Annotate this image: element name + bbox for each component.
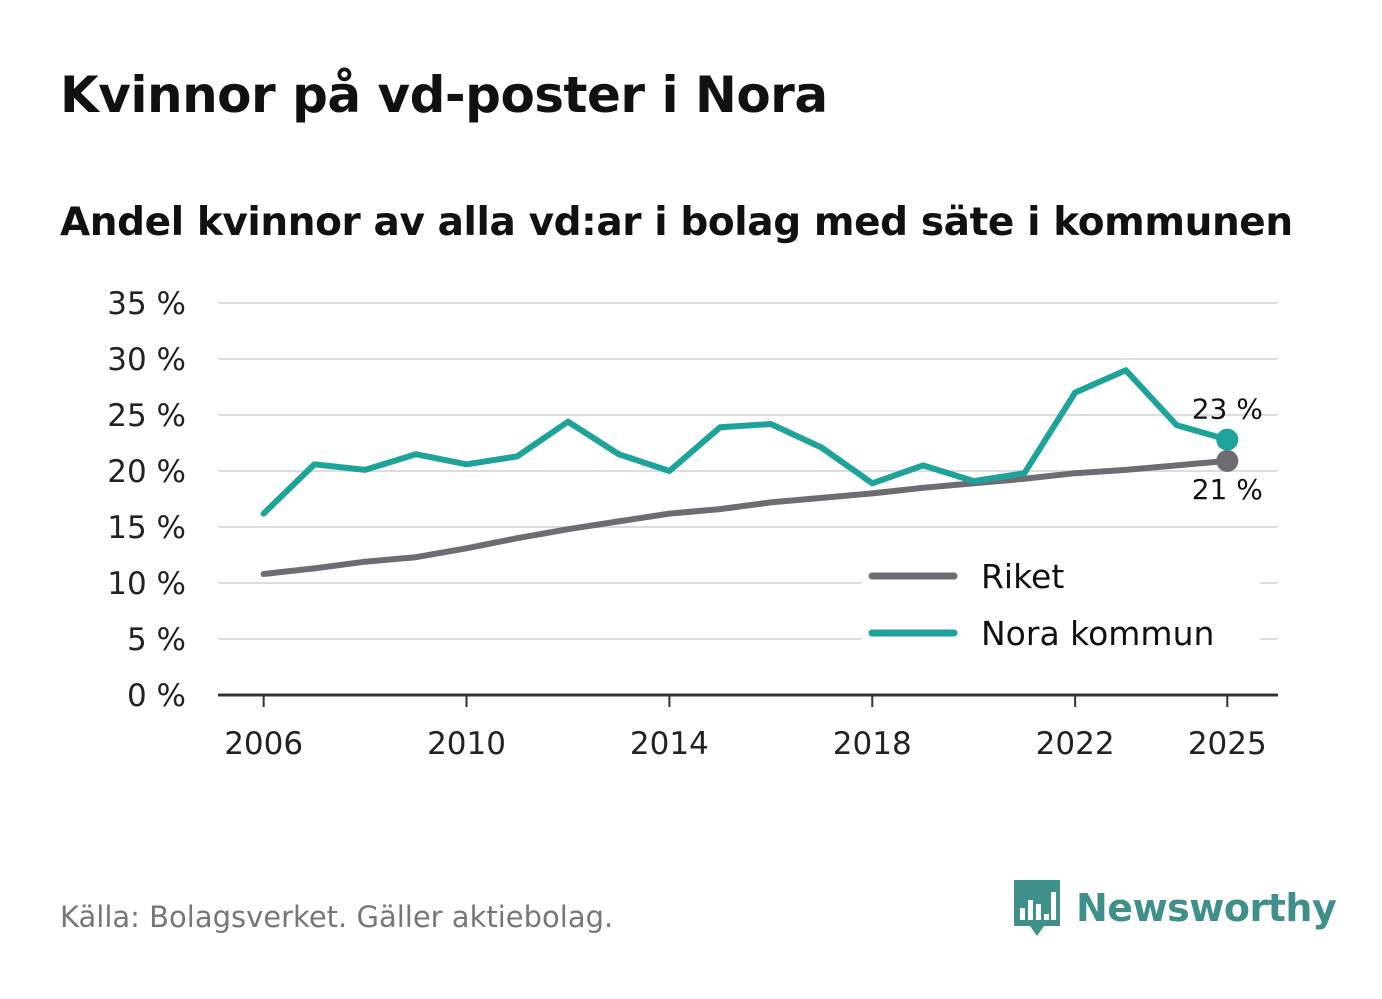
x-tick-label-2018: 2018 bbox=[833, 726, 912, 762]
end-point-nora-kommun bbox=[1216, 428, 1239, 451]
x-tick-label-2014: 2014 bbox=[630, 726, 709, 762]
x-tick-label-2022: 2022 bbox=[1036, 726, 1115, 762]
x-tick-label-2025: 2025 bbox=[1188, 726, 1267, 762]
x-tick-label-2006: 2006 bbox=[224, 726, 303, 762]
legend-background bbox=[862, 548, 1260, 666]
y-tick-label-5: 5 % bbox=[127, 622, 186, 658]
y-tick-label-25: 25 % bbox=[107, 398, 186, 434]
y-tick-label-15: 15 % bbox=[107, 510, 186, 546]
y-tick-label-10: 10 % bbox=[107, 566, 186, 602]
y-axis-ticks: 0 % 5 % 10 % 15 % 20 % 25 % 30 % 35 % bbox=[107, 286, 186, 714]
y-tick-label-35: 35 % bbox=[107, 286, 186, 322]
source-note: Källa: Bolagsverket. Gäller aktiebolag. bbox=[60, 900, 614, 934]
x-axis-ticks: 2006 2010 2014 2018 2022 2025 bbox=[218, 693, 1278, 762]
y-tick-label-20: 20 % bbox=[107, 454, 186, 490]
legend-label-riket: Riket bbox=[981, 557, 1064, 596]
chart-title: Kvinnor på vd-poster i Nora bbox=[60, 66, 828, 124]
series-lines bbox=[260, 367, 1231, 577]
series-line-nora-kommun bbox=[260, 367, 1231, 517]
legend: Riket Nora kommun bbox=[862, 548, 1260, 666]
y-tick-label-30: 30 % bbox=[107, 342, 186, 378]
brand-name: Newsworthy bbox=[1076, 886, 1337, 930]
y-tick-label-0: 0 % bbox=[127, 678, 186, 714]
brand[interactable]: Newsworthy bbox=[1012, 878, 1337, 938]
end-label-nora-kommun: 23 % bbox=[1192, 393, 1263, 426]
legend-label-nora-kommun: Nora kommun bbox=[981, 614, 1214, 653]
chart-subtitle: Andel kvinnor av alla vd:ar i bolag med … bbox=[60, 200, 1293, 245]
newsworthy-logo-icon bbox=[1014, 880, 1060, 936]
line-chart: 0 %5 %10 %15 %20 %25 %30 %35 % 2006 2010 2… bbox=[107, 286, 1278, 762]
end-point-riket bbox=[1216, 449, 1239, 472]
end-label-riket: 21 % bbox=[1192, 473, 1263, 506]
x-tick-label-2010: 2010 bbox=[427, 726, 506, 762]
series-line-riket bbox=[260, 457, 1231, 577]
end-labels: 21 % 23 % bbox=[1192, 393, 1263, 506]
